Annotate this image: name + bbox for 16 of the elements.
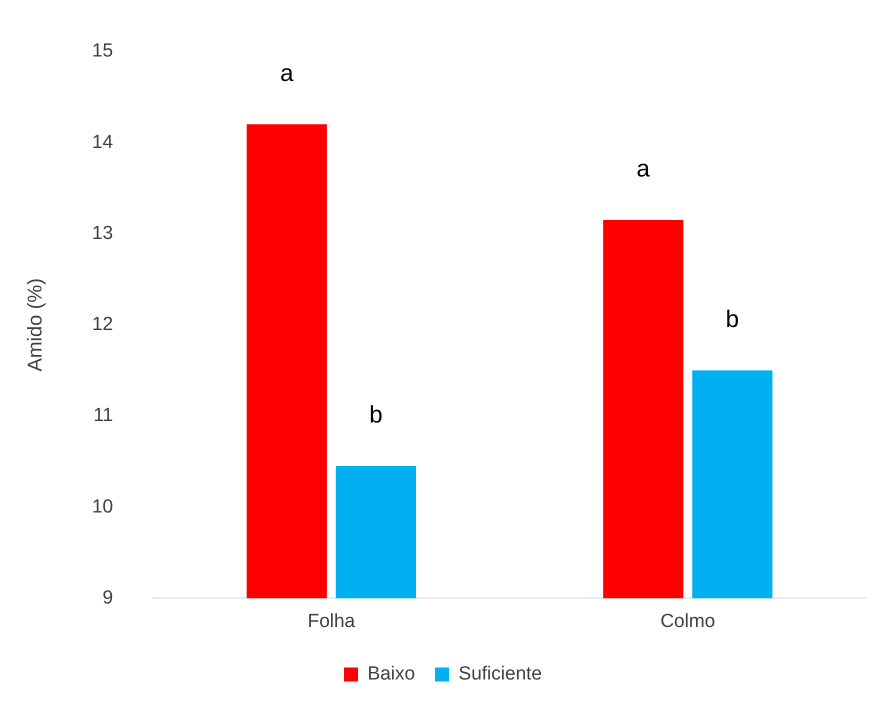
data-label: b <box>369 402 383 429</box>
y-tick-label: 9 <box>102 587 114 608</box>
y-tick-label: 15 <box>92 40 114 62</box>
legend-label: Baixo <box>368 664 416 685</box>
y-tick-label: 13 <box>92 222 114 244</box>
y-tick-label: 14 <box>92 132 114 153</box>
y-tick-label: 12 <box>92 314 114 336</box>
legend-label: Suficiente <box>458 664 542 685</box>
data-label: b <box>726 306 740 333</box>
data-label: a <box>636 156 651 183</box>
data-label: a <box>280 60 294 87</box>
y-axis-title: Amido (%) <box>24 278 47 372</box>
y-tick-label: 10 <box>92 496 114 518</box>
x-tick-label: Colmo <box>660 610 716 632</box>
x-tick-label: Folha <box>308 610 356 632</box>
y-tick-label: 11 <box>93 405 114 426</box>
